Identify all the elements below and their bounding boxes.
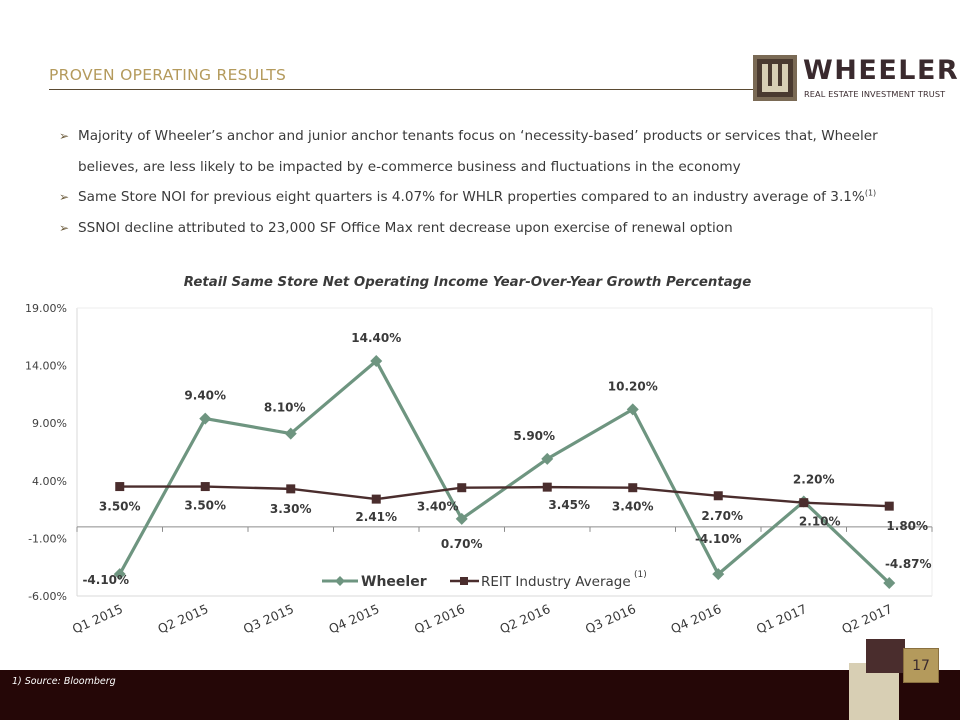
bullet-text: SSNOI decline attributed to 23,000 SF Of… (78, 219, 733, 236)
legend-footnote-ref: (1) (634, 570, 647, 580)
series-line-reit-average (119, 485, 890, 508)
page-number: 17 (903, 648, 939, 683)
x-tick-label: Q1 2017 (754, 601, 809, 636)
reit-data-point (542, 482, 552, 492)
reit-data-label: 3.50% (184, 499, 226, 513)
y-tick-label: 19.00% (25, 302, 67, 315)
x-tick-label: Q4 2016 (668, 601, 723, 637)
series-line-wheeler (118, 359, 891, 585)
wheeler-data-label: -4.10% (82, 573, 129, 587)
ssnoi-line-chart: 19.00%14.00%9.00%4.00%-1.00%-6.00%Q1 201… (25, 302, 933, 637)
y-tick-label: 14.00% (25, 360, 67, 373)
bullet-text: Same Store NOI for previous eight quarte… (78, 189, 865, 205)
logo-name: WHEELER (803, 55, 960, 86)
reit-data-point (799, 498, 809, 508)
y-tick-label: 9.00% (32, 417, 67, 430)
reit-data-label: 3.40% (612, 500, 654, 514)
wheeler-data-label: 0.70% (441, 537, 483, 551)
bullet-text: Majority of Wheeler’s anchor and junior … (78, 128, 878, 175)
x-tick-label: Q3 2015 (241, 601, 296, 636)
reit-data-label: 3.45% (548, 498, 590, 512)
wheeler-data-label: -4.87% (885, 557, 932, 571)
wheeler-data-label: 14.40% (351, 331, 401, 345)
legend-wheeler-marker (335, 576, 345, 586)
bullet-item: ➢ Same Store NOI for previous eight quar… (59, 182, 939, 213)
reit-data-label: 2.10% (799, 515, 841, 529)
wheeler-data-point (113, 568, 126, 581)
title-rule (49, 89, 784, 90)
arrow-bullet-icon: ➢ (59, 129, 70, 143)
reit-data-label: 2.41% (355, 510, 397, 524)
bullet-footnote-ref: (1) (864, 188, 877, 198)
reit-data-point (628, 483, 638, 493)
reit-data-label: 3.40% (417, 500, 459, 514)
section-title: PROVEN OPERATING RESULTS (49, 66, 287, 84)
decor-square-maroon (866, 639, 905, 673)
wheeler-logo-mark-icon (753, 55, 797, 101)
source-footnote: 1) Source: Bloomberg (12, 676, 116, 687)
wheeler-data-label: 9.40% (184, 389, 226, 403)
reit-data-label: 1.80% (886, 519, 928, 533)
reit-data-label: 3.30% (270, 502, 312, 516)
reit-data-point (713, 491, 723, 501)
bullet-item: ➢ Majority of Wheeler’s anchor and junio… (59, 121, 939, 182)
wheeler-data-point (883, 576, 896, 589)
y-tick-label: -1.00% (28, 532, 67, 545)
arrow-bullet-icon: ➢ (59, 220, 70, 235)
x-tick-label: Q1 2016 (412, 601, 467, 637)
wheeler-data-label: 5.90% (513, 429, 555, 443)
x-tick-label: Q2 2017 (839, 601, 894, 636)
legend-wheeler-label: Wheeler (361, 574, 427, 590)
reit-data-point (884, 501, 894, 511)
wheeler-logo: WHEELER REAL ESTATE INVESTMENT TRUST (753, 55, 958, 105)
reit-data-label: 2.70% (701, 509, 743, 523)
x-tick-label: Q2 2016 (497, 601, 552, 637)
x-tick-label: Q3 2016 (583, 601, 638, 637)
x-tick-label: Q4 2015 (326, 601, 381, 636)
wheeler-data-point (455, 512, 468, 525)
wheeler-data-label: 8.10% (264, 401, 306, 415)
bullet-list: ➢ Majority of Wheeler’s anchor and junio… (59, 121, 939, 243)
footer-bar (0, 670, 960, 720)
reit-data-point (457, 483, 467, 493)
legend-reit-marker (460, 577, 468, 585)
wheeler-data-point (626, 403, 639, 416)
x-tick-label: Q1 2015 (70, 601, 125, 636)
wheeler-data-point (370, 354, 383, 367)
legend-reit-label: REIT Industry Average (481, 574, 631, 590)
chart-title: Retail Same Store Net Operating Income Y… (183, 275, 752, 290)
wheeler-data-point (712, 568, 725, 581)
wheeler-data-point (284, 427, 297, 440)
wheeler-data-label: -4.10% (695, 532, 742, 546)
wheeler-data-point (541, 452, 554, 465)
wheeler-data-label: 10.20% (608, 379, 658, 393)
wheeler-data-point (199, 412, 212, 425)
bullet-item: ➢ SSNOI decline attributed to 23,000 SF … (59, 213, 939, 244)
reit-data-label: 3.50% (99, 500, 141, 514)
reit-data-point (115, 482, 125, 492)
arrow-bullet-icon: ➢ (59, 190, 70, 204)
reit-data-point (371, 494, 381, 504)
logo-tagline: REAL ESTATE INVESTMENT TRUST (804, 89, 946, 99)
reit-data-point (286, 484, 296, 494)
wheeler-data-label: 2.20% (793, 473, 835, 487)
y-tick-label: -6.00% (28, 590, 67, 603)
reit-data-point (200, 482, 210, 492)
x-tick-label: Q2 2015 (155, 601, 210, 636)
y-tick-label: 4.00% (32, 475, 67, 488)
